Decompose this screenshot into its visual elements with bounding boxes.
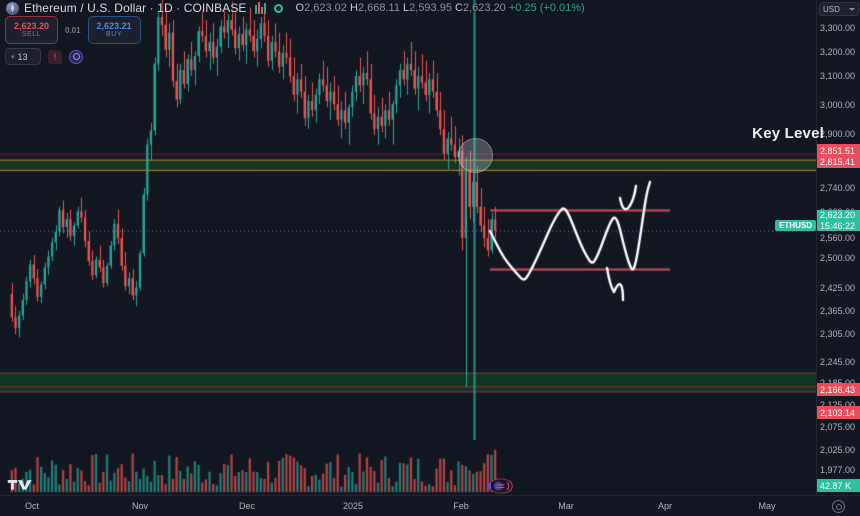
- symbol-title[interactable]: Ethereum / U.S. Dollar · 1D · COINBASE: [24, 1, 247, 15]
- low-key: L: [403, 2, 410, 14]
- time-tick: Feb: [453, 501, 469, 511]
- chart-plot-area[interactable]: [0, 0, 816, 495]
- price-level-label[interactable]: 2,166.43: [817, 383, 860, 396]
- time-tick: Apr: [657, 501, 673, 511]
- chart-legend: Ethereum / U.S. Dollar · 1D · COINBASE O…: [6, 1, 585, 15]
- last-price-value: 2,623.20: [820, 210, 856, 221]
- time-tick: Mar: [558, 501, 574, 511]
- time-axis[interactable]: Oct Nov Dec 2025 Feb Mar Apr May: [0, 495, 860, 516]
- time-tick: May: [758, 501, 776, 511]
- price-tick: 1,977.00: [820, 465, 856, 475]
- buy-button[interactable]: 2,623.21 BUY: [87, 16, 141, 44]
- close-value: 2,623.20: [462, 2, 506, 14]
- price-level-label[interactable]: 2,815.41: [817, 155, 860, 168]
- low-value: 2,593.95: [409, 2, 452, 14]
- trade-options-row: ▾ 13 !: [5, 48, 141, 65]
- price-tick: 2,365.00: [820, 306, 856, 316]
- trade-buttons-row: 2,623.20 SELL 0.01 2,623.21 BUY: [5, 16, 141, 44]
- quantity-value: 13: [17, 51, 28, 62]
- price-tick: 2,075.00: [820, 422, 856, 432]
- price-tick: 2,425.00: [820, 283, 856, 293]
- quantity-stepper[interactable]: ▾ 13: [5, 48, 41, 65]
- time-tick: 2025: [342, 501, 364, 511]
- last-price-label: 2,623.20 15:46:22: [817, 210, 860, 231]
- ohlc-values: O2,623.02 H2,668.11 L2,593.95 C2,623.20 …: [296, 2, 585, 14]
- time-tick: Dec: [238, 501, 256, 511]
- mini-chart-icon: [254, 2, 266, 14]
- price-tick: 2,560.00: [820, 233, 856, 243]
- currency-selector[interactable]: USD: [819, 2, 859, 16]
- currency-label: USD: [823, 4, 840, 14]
- change-value: +0.25 (+0.01%): [508, 2, 585, 14]
- eye-icon[interactable]: [273, 3, 283, 13]
- open-key: O: [295, 2, 305, 14]
- trade-panel[interactable]: 2,623.20 SELL 0.01 2,623.21 BUY ▾ 13 !: [5, 16, 141, 65]
- high-value: 2,668.11: [357, 2, 400, 14]
- time-tick: Nov: [131, 501, 149, 511]
- alert-icon[interactable]: !: [48, 49, 62, 64]
- price-tick: 3,300.00: [820, 23, 856, 33]
- spread-value: 0.01: [65, 25, 81, 35]
- buy-label: BUY: [105, 31, 123, 39]
- price-tick: 2,125.00: [820, 400, 856, 410]
- symbol-axis-tag: ETHUSD: [775, 220, 816, 231]
- sell-label: SELL: [21, 31, 42, 39]
- gear-icon[interactable]: [69, 49, 83, 64]
- last-price-time: 15:46:22: [820, 220, 856, 231]
- buy-price: 2,623.21: [96, 20, 132, 31]
- candlestick-canvas[interactable]: [0, 0, 816, 495]
- open-value: 2,623.02: [304, 2, 347, 14]
- price-axis[interactable]: USD 3,300.00 3,200.00 3,100.00 3,000.00 2,90…: [816, 0, 860, 495]
- price-tick: 3,200.00: [820, 47, 856, 57]
- chevron-down-icon[interactable]: [849, 7, 855, 11]
- price-tick: 2,025.00: [820, 445, 856, 455]
- key-level-annotation[interactable]: Key Level: [752, 125, 824, 142]
- price-tick: 2,900.00: [820, 129, 856, 139]
- close-key: C: [455, 2, 463, 14]
- price-level-label[interactable]: 2,103.14: [817, 406, 860, 419]
- price-tick: 2,245.00: [820, 357, 856, 367]
- gear-icon[interactable]: [832, 500, 845, 513]
- tradingview-logo-icon[interactable]: [7, 476, 33, 491]
- time-tick: Oct: [24, 501, 40, 511]
- volume-value-label: 42.87 K: [817, 479, 860, 492]
- price-tick: 2,500.00: [820, 253, 856, 263]
- ethereum-icon: [6, 1, 19, 15]
- price-tick: 2,305.00: [820, 329, 856, 339]
- sell-button[interactable]: 2,623.20 SELL: [5, 16, 58, 44]
- price-level-label[interactable]: 2,851.51: [817, 144, 860, 157]
- replay-flag-badge-icon[interactable]: [482, 478, 516, 494]
- price-tick: 2,740.00: [820, 183, 856, 193]
- chevron-down-icon[interactable]: ▾: [11, 53, 15, 61]
- price-tick: 3,000.00: [820, 100, 856, 110]
- price-tick: 3,100.00: [820, 71, 856, 81]
- high-key: H: [349, 2, 358, 14]
- sell-price: 2,623.20: [13, 20, 50, 31]
